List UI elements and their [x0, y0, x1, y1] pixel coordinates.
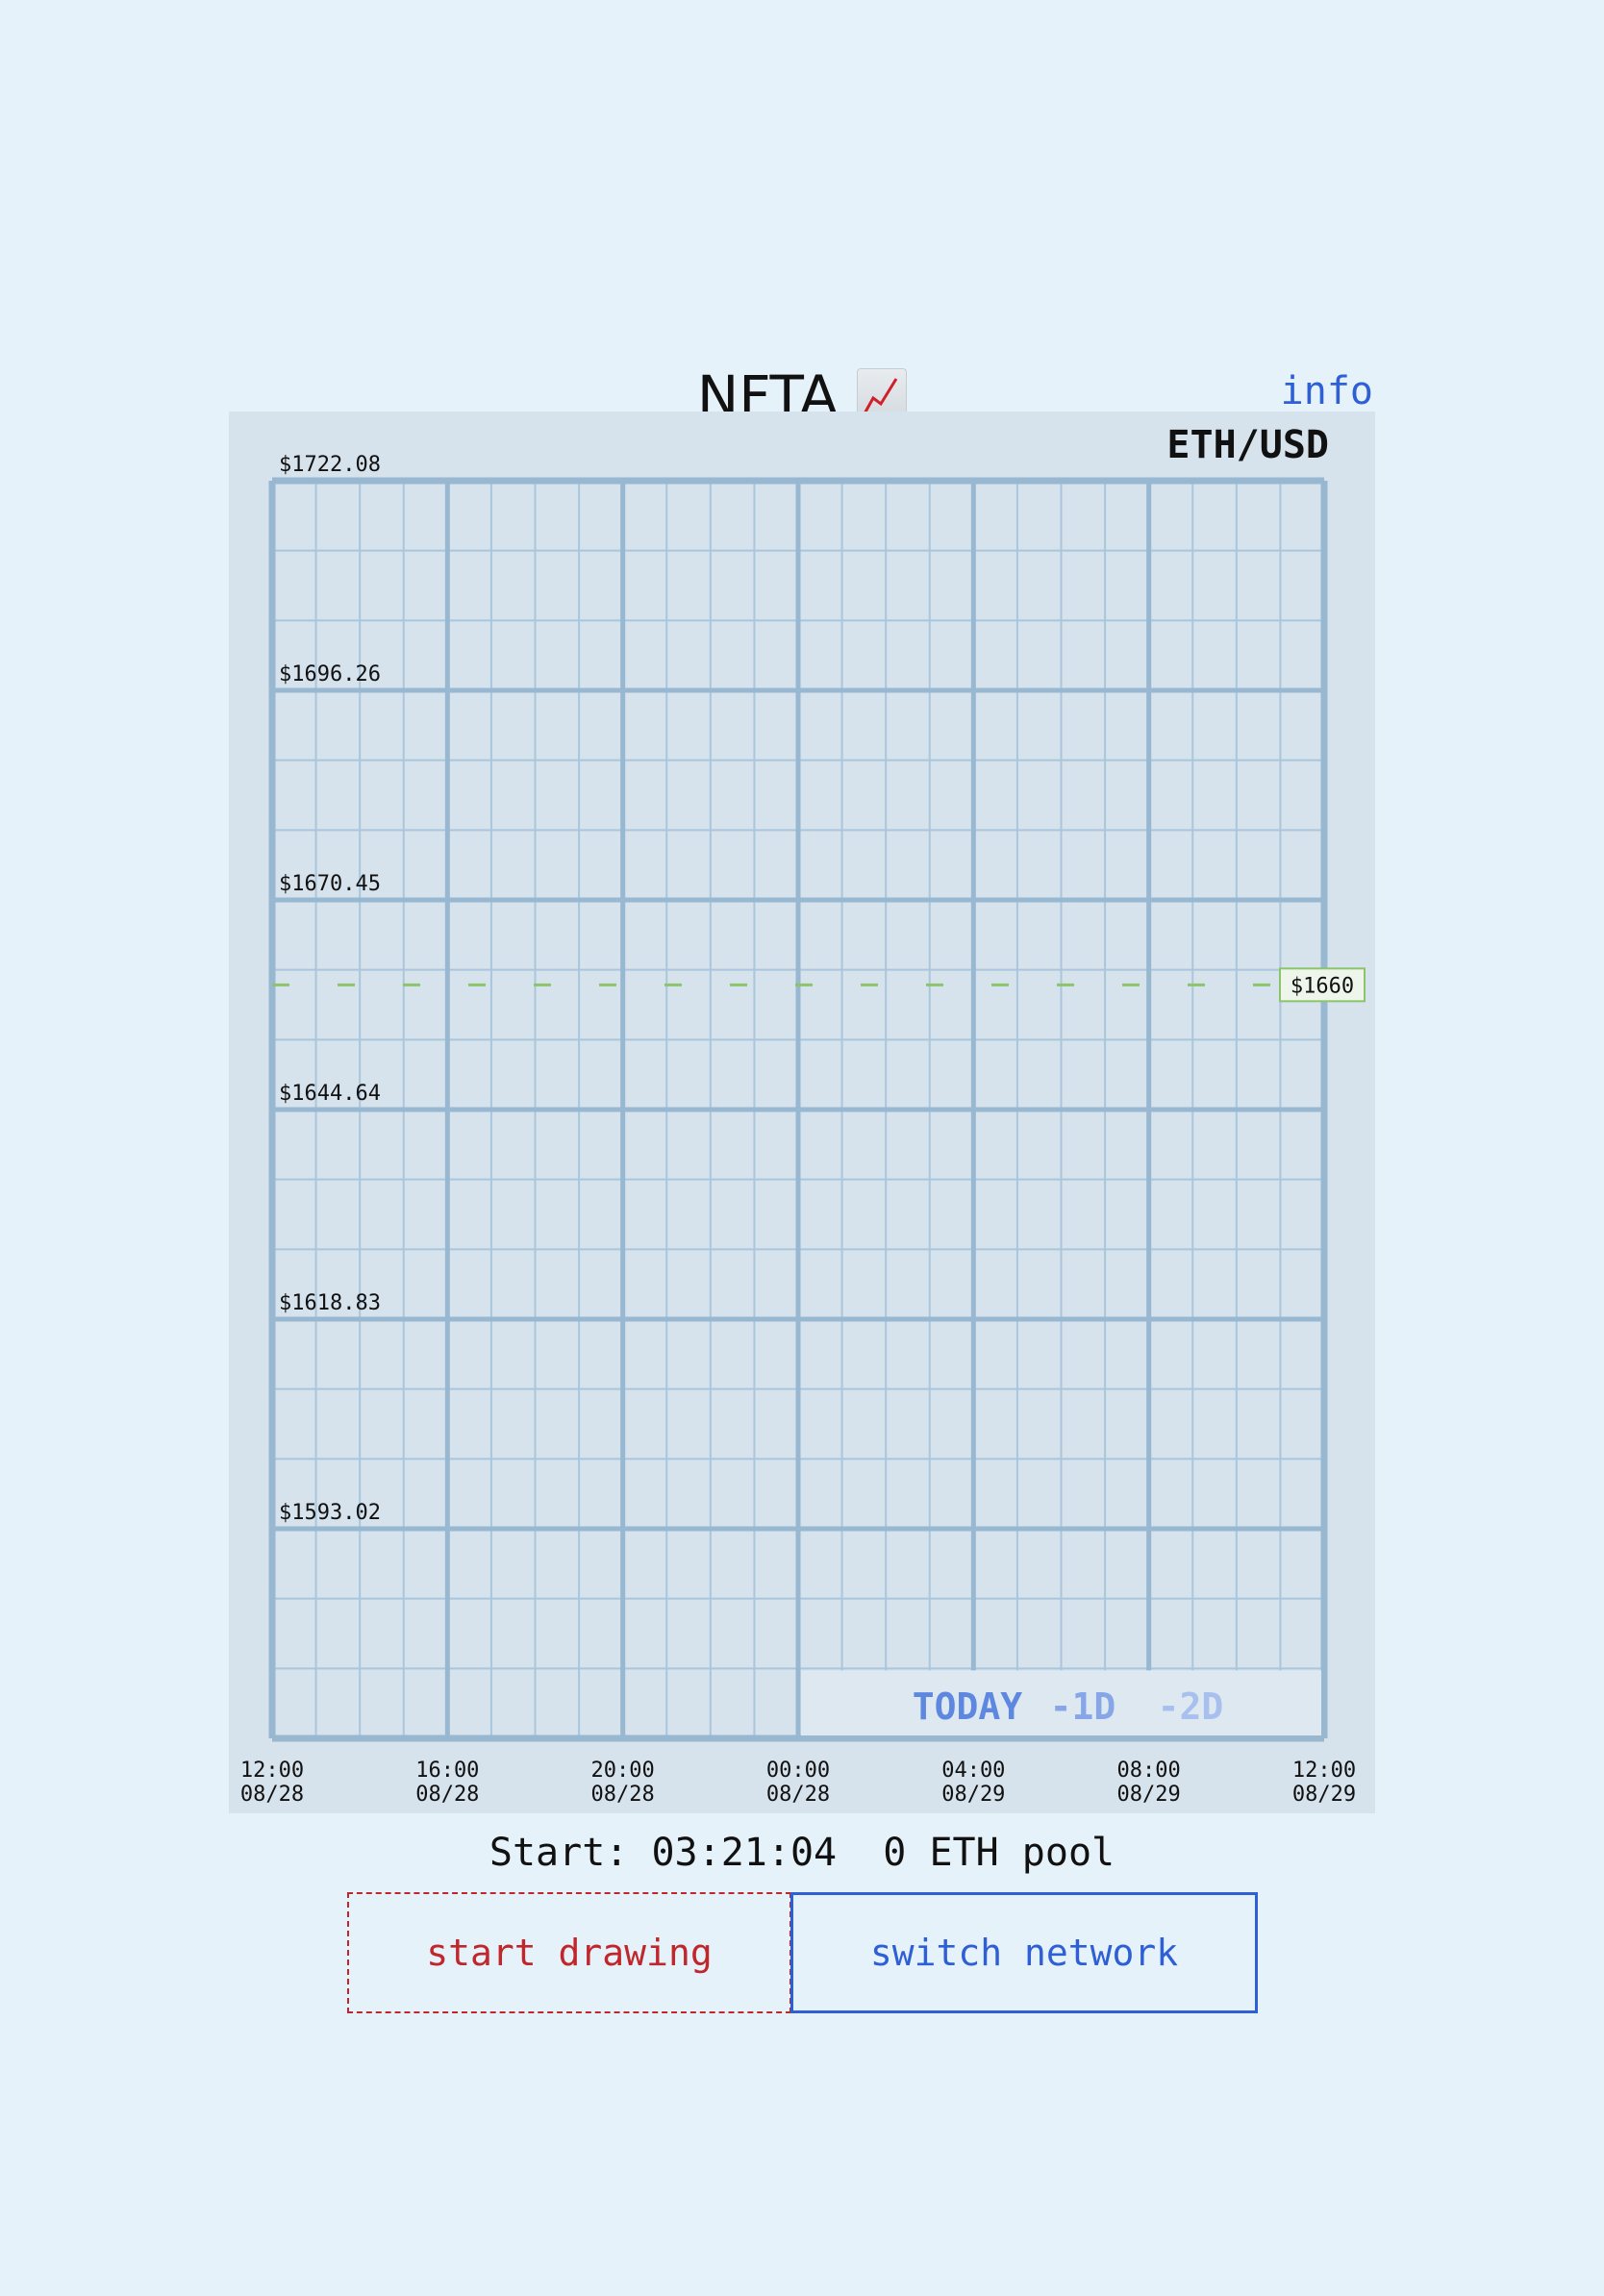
pool-amount: 0 ETH pool [883, 1831, 1115, 1875]
chart-svg[interactable]: $1660 $1722.08$1696.26$1670.45$1644.64$1… [229, 412, 1375, 1813]
reference-line-label: $1660 [1291, 974, 1354, 998]
x-tick-date: 08/28 [240, 1783, 304, 1807]
y-tick-label: $1722.08 [279, 453, 381, 477]
range-option-today[interactable]: TODAY [913, 1685, 1023, 1728]
range-selector-bg [801, 1670, 1321, 1735]
start-time: 03:21:04 [651, 1831, 838, 1875]
chart-grid [268, 477, 1328, 1742]
chart-title: ETH/USD [1166, 423, 1329, 467]
x-tick-date: 08/29 [941, 1783, 1005, 1807]
header: NFTA info [213, 337, 1391, 442]
switch-network-button[interactable]: switch network [790, 1892, 1258, 2013]
y-tick-label: $1618.83 [279, 1291, 381, 1315]
y-tick-label: $1593.02 [279, 1501, 381, 1525]
x-tick-time: 04:00 [941, 1759, 1005, 1783]
x-tick-date: 08/28 [415, 1783, 479, 1807]
x-tick-time: 00:00 [766, 1759, 830, 1783]
app-container: NFTA info $1660 $1722.08 $1696.26 $1670.45… [213, 154, 1391, 2134]
y-tick-label: $1644.64 [279, 1082, 381, 1106]
x-tick-time: 20:00 [591, 1759, 655, 1783]
start-drawing-button[interactable]: start drawing [347, 1892, 791, 2013]
stats-bar: Start: 03:21:04 0 ETH pool [213, 1831, 1391, 1875]
x-tick-time: 08:00 [1117, 1759, 1181, 1783]
y-tick-label: $1670.45 [279, 872, 381, 896]
x-tick-date: 08/29 [1117, 1783, 1181, 1807]
range-option-1d[interactable]: -1D [1050, 1685, 1116, 1728]
y-tick-labels: $1722.08 $1696.26 $1670.45 $1644.64 $1618.83… [279, 453, 381, 1525]
reference-line-badge [1279, 967, 1366, 1003]
x-tick-date: 08/29 [1292, 1783, 1356, 1807]
range-option-2d[interactable]: -2D [1158, 1685, 1224, 1728]
x-tick-time: 12:00 [240, 1759, 304, 1783]
price-chart[interactable]: $1660 $1722.08 $1696.26 $1670.45 $1644.64 $1… [229, 412, 1375, 1813]
range-selector[interactable]: TODAY -1D -2D [801, 1670, 1321, 1735]
reference-line-group: $1660 [272, 967, 1366, 1003]
info-link[interactable]: info [1280, 369, 1373, 413]
x-tick-date: 08/28 [766, 1783, 830, 1807]
x-tick-time: 16:00 [415, 1759, 479, 1783]
y-tick-label: $1696.26 [279, 662, 381, 686]
start-label: Start: [489, 1831, 629, 1875]
x-tick-time: 12:00 [1292, 1759, 1356, 1783]
x-tick-date: 08/28 [591, 1783, 655, 1807]
x-tick-labels: 12:0008/2816:0008/2820:0008/2800:0008/28… [240, 1759, 1356, 1807]
